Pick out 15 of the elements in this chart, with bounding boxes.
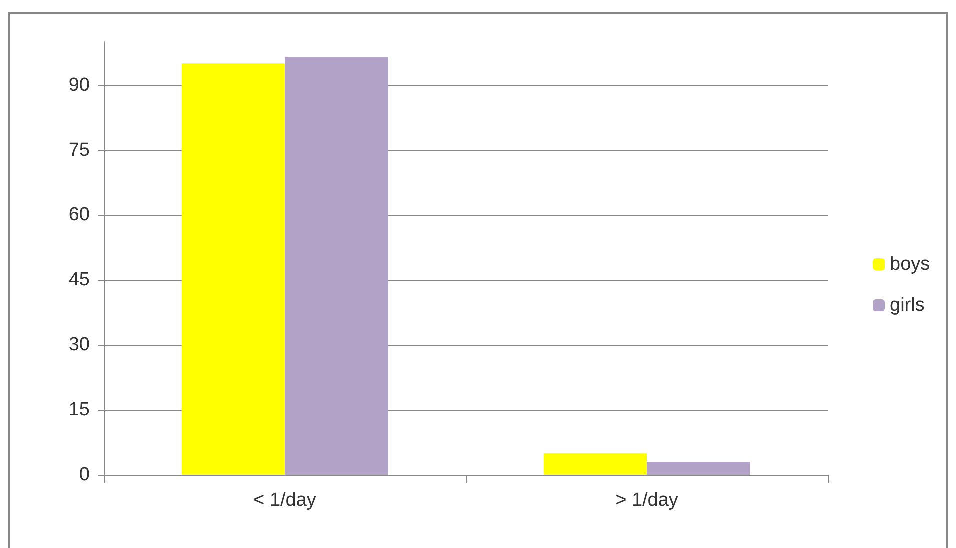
legend-label: boys [890, 254, 930, 275]
bar [285, 57, 388, 475]
y-tick-label: 45 [68, 270, 90, 291]
y-tick-label: 0 [79, 464, 90, 486]
bar [647, 462, 750, 475]
y-tick-label: 75 [68, 140, 90, 161]
x-tick-label: < 1/day [254, 490, 317, 511]
x-tick-label: > 1/day [616, 490, 679, 511]
y-tick-label: 15 [68, 400, 90, 421]
y-tick-label: 30 [68, 334, 90, 356]
legend-label: girls [890, 295, 925, 316]
y-tick-label: 60 [68, 204, 90, 226]
bar [182, 64, 285, 475]
y-tick-label: 90 [68, 74, 90, 96]
bar [544, 453, 647, 475]
